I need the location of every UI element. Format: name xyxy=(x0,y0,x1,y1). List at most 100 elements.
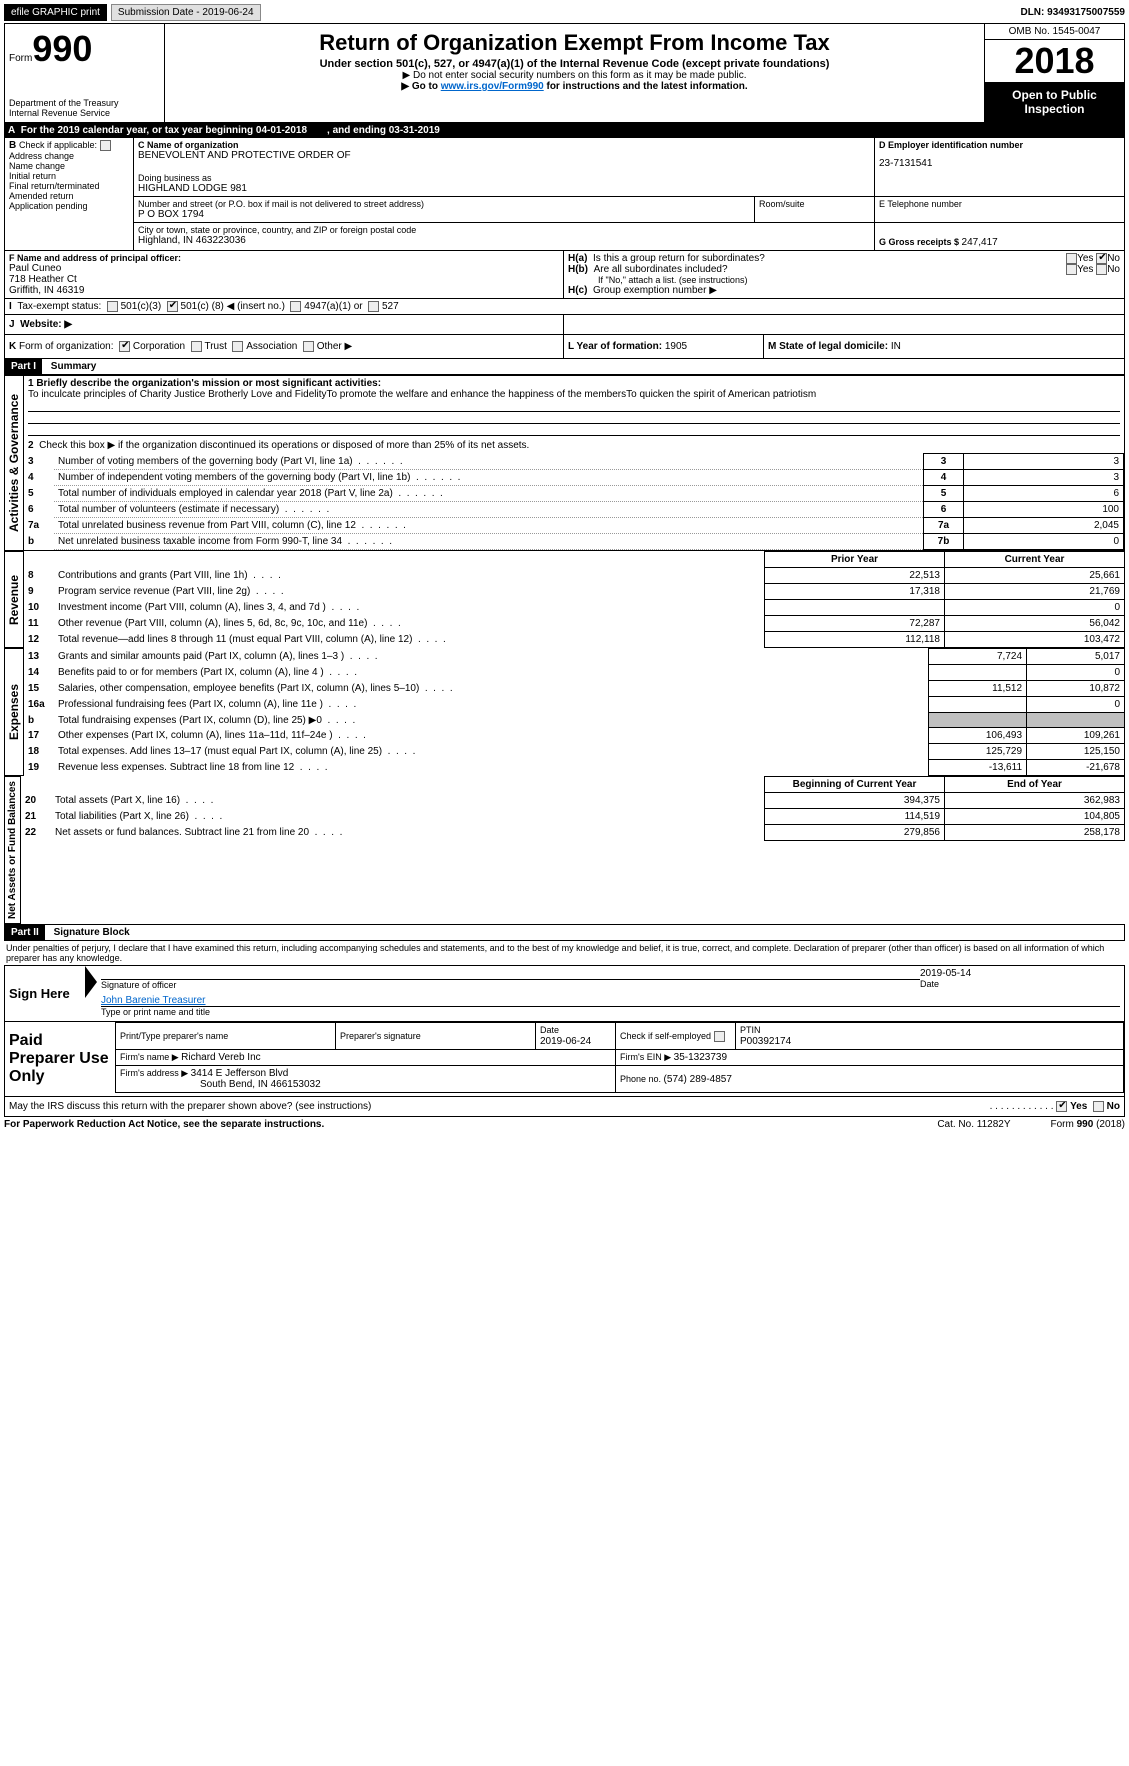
irs-link[interactable]: www.irs.gov/Form990 xyxy=(441,81,544,92)
firm-addr2: South Bend, IN 466153032 xyxy=(120,1079,321,1090)
paid-preparer-label: Paid Preparer Use Only xyxy=(5,1022,115,1096)
dba-value: HIGHLAND LODGE 981 xyxy=(138,183,870,194)
prep-date-label: Date xyxy=(540,1025,559,1035)
side-revenue: Revenue xyxy=(4,551,24,648)
line1-text: To inculcate principles of Charity Justi… xyxy=(28,389,816,400)
paperwork-notice: For Paperwork Reduction Act Notice, see … xyxy=(4,1119,324,1130)
sign-arrow-icon xyxy=(85,966,97,998)
org-name: BENEVOLENT AND PROTECTIVE ORDER OF xyxy=(138,150,870,161)
b-item: Address change xyxy=(9,151,129,161)
part2-title: Signature Block xyxy=(48,925,136,940)
hb-note: If "No," attach a list. (see instruction… xyxy=(568,275,1120,285)
top-bar: efile GRAPHIC print Submission Date - 20… xyxy=(4,4,1125,21)
chk-trust[interactable] xyxy=(191,341,202,352)
f-label: F Name and address of principal officer: xyxy=(9,253,559,263)
line-a-ending: , and ending 03-31-2019 xyxy=(327,125,440,136)
efile-button[interactable]: efile GRAPHIC print xyxy=(4,4,107,21)
street-value: P O BOX 1794 xyxy=(138,209,750,220)
chk-501c[interactable] xyxy=(167,301,178,312)
may-irs-no[interactable] xyxy=(1093,1101,1104,1112)
firm-addr1: 3414 E Jefferson Blvd xyxy=(191,1068,289,1079)
sig-officer-label: Signature of officer xyxy=(101,980,176,990)
b-item: Final return/terminated xyxy=(9,181,129,191)
submission-date: Submission Date - 2019-06-24 xyxy=(111,4,261,21)
ptin-value: P00392174 xyxy=(740,1036,791,1047)
signer-name[interactable]: John Barenie Treasurer xyxy=(101,995,206,1006)
line-a: For the 2019 calendar year, or tax year … xyxy=(21,125,307,136)
chk-4947[interactable] xyxy=(290,301,301,312)
city-label: City or town, state or province, country… xyxy=(138,225,870,235)
chk-527[interactable] xyxy=(368,301,379,312)
form-number: 990 xyxy=(32,28,92,69)
chk-assoc[interactable] xyxy=(232,341,243,352)
firm-ein-label: Firm's EIN ▶ xyxy=(620,1052,674,1062)
prep-name-label: Print/Type preparer's name xyxy=(120,1031,228,1041)
c-name-label: C Name of organization xyxy=(138,140,870,150)
ein-value: 23-7131541 xyxy=(879,158,1120,169)
m-value: IN xyxy=(891,341,901,352)
irs: Internal Revenue Service xyxy=(9,108,160,118)
open-to-public: Open to Public Inspection xyxy=(985,82,1124,122)
m-label: M State of legal domicile: xyxy=(768,341,891,352)
part1-head: Part I xyxy=(5,359,42,374)
ptin-label: PTIN xyxy=(740,1025,761,1035)
note-goto: ▶ Go to www.irs.gov/Form990 for instruct… xyxy=(169,81,980,92)
form-word: Form xyxy=(9,53,32,64)
b-item: Amended return xyxy=(9,191,129,201)
line2: Check this box ▶ if the organization dis… xyxy=(39,440,529,451)
firm-addr-label: Firm's address ▶ xyxy=(120,1068,191,1078)
chk-applicable[interactable] xyxy=(100,140,111,151)
side-expenses: Expenses xyxy=(4,648,24,776)
line1-label: 1 Briefly describe the organization's mi… xyxy=(28,378,381,389)
ha-no[interactable] xyxy=(1096,253,1107,264)
hb-yes[interactable] xyxy=(1066,264,1077,275)
chk-other[interactable] xyxy=(303,341,314,352)
b-item: Application pending xyxy=(9,201,129,211)
form-header: Form990 Department of the Treasury Inter… xyxy=(4,23,1125,123)
hb-no[interactable] xyxy=(1096,264,1107,275)
dept-treasury: Department of the Treasury xyxy=(9,98,160,108)
phone-value: (574) 289-4857 xyxy=(664,1074,732,1085)
hb-label: Are all subordinates included? xyxy=(594,264,1067,275)
form-title: Return of Organization Exempt From Incom… xyxy=(169,30,980,56)
j-label: Website: ▶ xyxy=(20,319,72,330)
prep-date: 2019-06-24 xyxy=(540,1036,591,1047)
cat-no: Cat. No. 11282Y xyxy=(937,1119,1010,1130)
part1-title: Summary xyxy=(45,359,103,374)
g-label: G Gross receipts $ xyxy=(879,237,962,247)
d-label: D Employer identification number xyxy=(879,140,1120,150)
form-footer: Form 990 (2018) xyxy=(1051,1119,1125,1130)
may-irs-yes[interactable] xyxy=(1056,1101,1067,1112)
officer-street: 718 Heather Ct xyxy=(9,274,559,285)
may-irs: May the IRS discuss this return with the… xyxy=(9,1101,990,1112)
firm-ein: 35-1323739 xyxy=(674,1052,727,1063)
chk-501c3[interactable] xyxy=(107,301,118,312)
l-value: 1905 xyxy=(665,341,687,352)
dln: DLN: 93493175007559 xyxy=(1020,7,1125,18)
b-item: Initial return xyxy=(9,171,129,181)
prep-check: Check if self-employed xyxy=(620,1031,711,1041)
firm-name-label: Firm's name ▶ xyxy=(120,1052,181,1062)
firm-name: Richard Vereb Inc xyxy=(181,1052,261,1063)
k-label: Form of organization: xyxy=(19,341,114,352)
form-subtitle: Under section 501(c), 527, or 4947(a)(1)… xyxy=(169,58,980,70)
i-label: Tax-exempt status: xyxy=(17,301,101,312)
chk-corp[interactable] xyxy=(119,341,130,352)
hc-label: Group exemption number ▶ xyxy=(593,285,717,296)
room-label: Room/suite xyxy=(759,199,870,209)
e-label: E Telephone number xyxy=(879,199,1120,209)
ha-yes[interactable] xyxy=(1066,253,1077,264)
note-ssn: ▶ Do not enter social security numbers o… xyxy=(169,70,980,81)
side-netassets: Net Assets or Fund Balances xyxy=(4,776,21,924)
dba-label: Doing business as xyxy=(138,173,870,183)
chk-self-employed[interactable] xyxy=(714,1031,725,1042)
ha-label: Is this a group return for subordinates? xyxy=(593,253,1066,264)
penalty-text: Under penalties of perjury, I declare th… xyxy=(4,941,1125,965)
tax-year: 2018 xyxy=(985,40,1124,82)
part2-head: Part II xyxy=(5,925,45,940)
b-item: Name change xyxy=(9,161,129,171)
g-value: 247,417 xyxy=(962,237,998,248)
b-label: Check if applicable: xyxy=(19,140,97,150)
officer-city: Griffith, IN 46319 xyxy=(9,285,559,296)
phone-label: Phone no. xyxy=(620,1074,664,1084)
